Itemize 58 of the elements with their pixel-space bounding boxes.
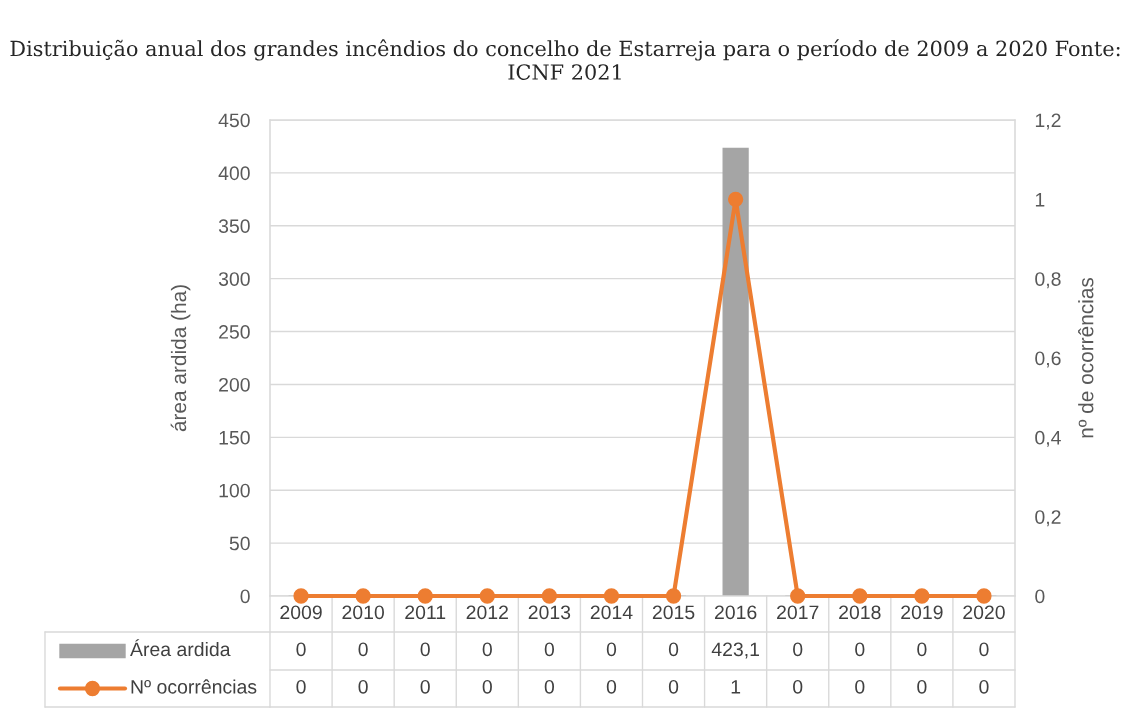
data-label: 0 — [606, 679, 617, 694]
data-label: 0 — [668, 679, 679, 694]
y-tick-label: 400 — [218, 166, 250, 181]
data-label: 0 — [668, 642, 679, 657]
data-label: 0 — [979, 679, 989, 694]
data-label: 0 — [482, 642, 492, 657]
data-label: 0 — [544, 642, 555, 657]
data-label: 0 — [917, 679, 927, 694]
y-tick-label: 350 — [218, 219, 250, 234]
y-tick-label: 50 — [229, 536, 250, 551]
x-tick-label: 2010 — [342, 605, 384, 620]
data-label: 0 — [979, 642, 989, 657]
y-tick-label: 200 — [219, 377, 250, 392]
y2-tick-label: 0,8 — [1035, 272, 1061, 289]
y2-tick-label: 0,4 — [1035, 430, 1061, 447]
y2-tick-label: 1,2 — [1035, 113, 1061, 130]
data-label: 0 — [606, 642, 617, 657]
y2-tick-label: 0,6 — [1035, 351, 1061, 368]
x-tick-label: 2020 — [963, 605, 1005, 620]
x-tick-label: 2015 — [652, 605, 695, 620]
data-label: 0 — [855, 642, 865, 657]
data-label: 0 — [296, 642, 306, 657]
y-tick-label: 150 — [219, 430, 250, 445]
data-label: 0 — [855, 679, 865, 694]
data-label: 0 — [420, 642, 430, 657]
data-label: 423,1 — [711, 642, 760, 659]
x-tick-label: 2019 — [901, 605, 943, 620]
x-tick-label: 2018 — [839, 605, 881, 620]
y-axis-title: área ardida (ha) — [170, 285, 191, 432]
y2-tick-label: 0,2 — [1035, 510, 1061, 527]
data-label: 0 — [296, 679, 306, 694]
data-label: 0 — [917, 642, 927, 657]
x-tick-label: 2014 — [590, 605, 633, 620]
chart-title: Distribuição anual dos grandes incêndios do concelho de Estarreja para o período de 2009 a 2020 Fonte: ICNF 2021 — [10, 39, 1120, 80]
data-label: 0 — [544, 679, 555, 694]
data-label: 0 — [793, 642, 803, 657]
data-label: 0 — [793, 679, 803, 694]
y-tick-label: 100 — [219, 483, 250, 498]
y-tick-label: 0 — [240, 589, 250, 604]
x-tick-label: 2016 — [714, 605, 757, 620]
data-label: 0 — [358, 642, 368, 657]
y2-tick-label: 0 — [1035, 589, 1045, 604]
x-tick-label: 2013 — [528, 605, 571, 620]
data-label: 0 — [482, 679, 492, 694]
y-tick-label: 250 — [219, 325, 250, 339]
y-tick-label: 450 — [218, 113, 250, 128]
data-label: 0 — [420, 679, 430, 694]
legend-label: Área ardida — [130, 639, 231, 657]
data-label: 0 — [358, 679, 368, 694]
x-tick-label: 2009 — [280, 605, 322, 620]
data-label: 1 — [731, 680, 741, 694]
legend-label: Nº ocorrências — [131, 679, 257, 694]
y2-axis-title: nº de ocorrências — [1078, 277, 1094, 438]
x-tick-label: 2011 — [405, 605, 446, 620]
y2-tick-label: 1 — [1035, 193, 1045, 207]
y-tick-label: 300 — [218, 272, 250, 286]
x-tick-label: 2012 — [466, 605, 508, 620]
x-tick-label: 2017 — [777, 605, 819, 620]
